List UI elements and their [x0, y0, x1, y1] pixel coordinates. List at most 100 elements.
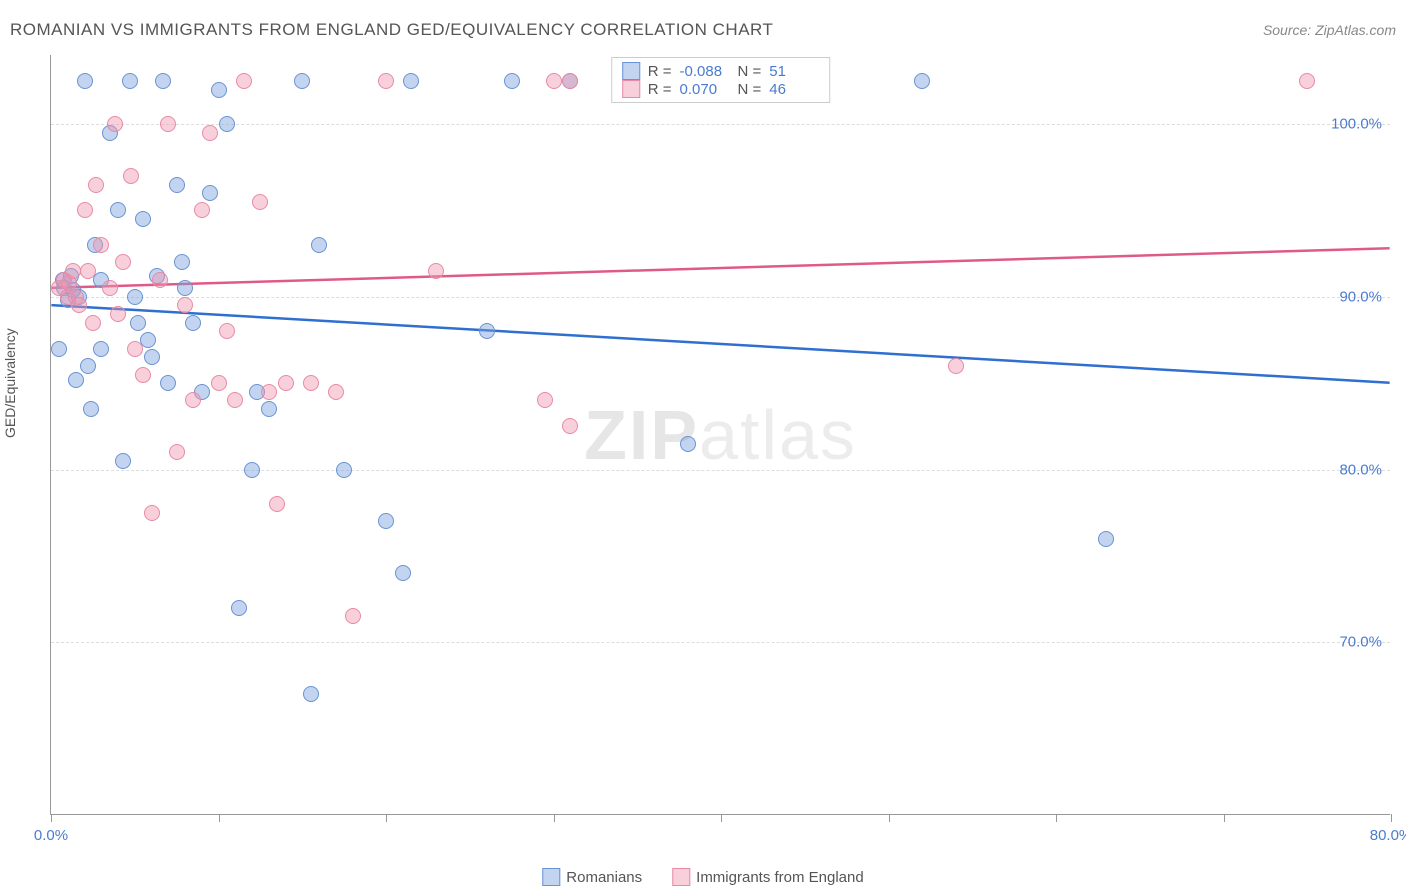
data-point — [269, 496, 285, 512]
data-point — [1098, 531, 1114, 547]
data-point — [93, 237, 109, 253]
data-point — [123, 168, 139, 184]
data-point — [227, 392, 243, 408]
y-tick-label: 90.0% — [1339, 288, 1382, 305]
data-point — [68, 372, 84, 388]
data-point — [336, 462, 352, 478]
data-point — [185, 315, 201, 331]
data-point — [80, 263, 96, 279]
grid-line — [51, 642, 1390, 643]
data-point — [110, 202, 126, 218]
grid-line — [51, 124, 1390, 125]
data-point — [202, 125, 218, 141]
legend-label-series2: Immigrants from England — [696, 869, 864, 886]
data-point — [93, 341, 109, 357]
x-tick — [1391, 814, 1392, 822]
data-point — [261, 401, 277, 417]
data-point — [77, 202, 93, 218]
x-tick-label: 0.0% — [34, 827, 68, 844]
data-point — [236, 73, 252, 89]
x-tick — [1224, 814, 1225, 822]
data-point — [135, 211, 151, 227]
data-point — [303, 686, 319, 702]
data-point — [948, 358, 964, 374]
trend-lines — [51, 55, 1390, 814]
legend-swatch-series2 — [672, 868, 690, 886]
data-point — [278, 375, 294, 391]
data-point — [85, 315, 101, 331]
source-attribution: Source: ZipAtlas.com — [1263, 22, 1396, 38]
data-point — [51, 341, 67, 357]
data-point — [914, 73, 930, 89]
data-point — [177, 280, 193, 296]
data-point — [160, 375, 176, 391]
data-point — [261, 384, 277, 400]
data-point — [428, 263, 444, 279]
data-point — [219, 323, 235, 339]
data-point — [169, 177, 185, 193]
data-point — [144, 505, 160, 521]
legend-swatch-series1 — [542, 868, 560, 886]
legend-item-series1: Romanians — [542, 868, 642, 886]
y-axis-label: GED/Equivalency — [2, 328, 18, 438]
data-point — [83, 401, 99, 417]
data-point — [537, 392, 553, 408]
data-point — [127, 341, 143, 357]
data-point — [169, 444, 185, 460]
chart-title: ROMANIAN VS IMMIGRANTS FROM ENGLAND GED/… — [10, 20, 773, 40]
data-point — [378, 73, 394, 89]
data-point — [504, 73, 520, 89]
data-point — [102, 280, 118, 296]
x-tick-label: 80.0% — [1370, 827, 1406, 844]
y-tick-label: 70.0% — [1339, 634, 1382, 651]
legend-label-series1: Romanians — [566, 869, 642, 886]
data-point — [127, 289, 143, 305]
data-point — [345, 608, 361, 624]
data-point — [211, 375, 227, 391]
stats-row-series1: R = -0.088 N = 51 — [622, 62, 820, 80]
data-point — [77, 73, 93, 89]
x-tick — [889, 814, 890, 822]
data-point — [479, 323, 495, 339]
bottom-legend: Romanians Immigrants from England — [542, 868, 863, 886]
grid-line — [51, 297, 1390, 298]
swatch-series1 — [622, 62, 640, 80]
data-point — [185, 392, 201, 408]
x-tick — [51, 814, 52, 822]
data-point — [140, 332, 156, 348]
data-point — [219, 116, 235, 132]
data-point — [174, 254, 190, 270]
swatch-series2 — [622, 80, 640, 98]
data-point — [211, 82, 227, 98]
data-point — [115, 254, 131, 270]
y-tick-label: 80.0% — [1339, 461, 1382, 478]
data-point — [311, 237, 327, 253]
data-point — [231, 600, 247, 616]
data-point — [395, 565, 411, 581]
data-point — [194, 202, 210, 218]
data-point — [244, 462, 260, 478]
y-tick-label: 100.0% — [1331, 116, 1382, 133]
watermark: ZIPatlas — [584, 395, 857, 475]
data-point — [135, 367, 151, 383]
data-point — [303, 375, 319, 391]
x-tick — [1056, 814, 1057, 822]
data-point — [80, 358, 96, 374]
data-point — [177, 297, 193, 313]
data-point — [152, 272, 168, 288]
data-point — [107, 116, 123, 132]
data-point — [546, 73, 562, 89]
data-point — [65, 263, 81, 279]
data-point — [403, 73, 419, 89]
data-point — [562, 418, 578, 434]
data-point — [144, 349, 160, 365]
data-point — [115, 453, 131, 469]
scatter-plot: ZIPatlas 70.0%80.0%90.0%100.0%0.0%80.0% … — [50, 55, 1390, 815]
data-point — [110, 306, 126, 322]
data-point — [1299, 73, 1315, 89]
data-point — [88, 177, 104, 193]
stats-row-series2: R = 0.070 N = 46 — [622, 80, 820, 98]
x-tick — [554, 814, 555, 822]
x-tick — [219, 814, 220, 822]
data-point — [71, 297, 87, 313]
